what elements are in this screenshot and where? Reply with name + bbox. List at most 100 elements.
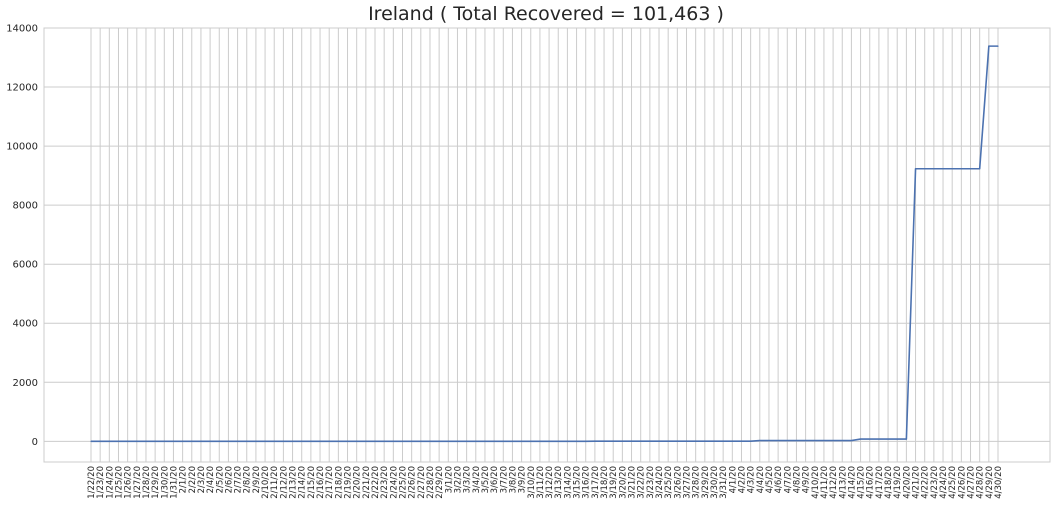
data-point bbox=[420, 440, 422, 442]
x-axis: 1/22/20 1/23/20 1/24/20 1/25/20 1/26/20 1/27/… bbox=[87, 466, 1004, 499]
x-tick-label: 3/21/20 bbox=[628, 466, 638, 499]
x-tick-label: 3/11/20 bbox=[536, 466, 546, 499]
data-point bbox=[887, 438, 889, 440]
x-tick-label: 4/30/20 bbox=[994, 466, 1004, 499]
data-point bbox=[264, 440, 266, 442]
x-tick-label: 1/31/20 bbox=[169, 466, 179, 499]
x-tick-label: 2/22/20 bbox=[371, 466, 381, 499]
x-tick-label: 2/15/20 bbox=[307, 466, 317, 499]
x-tick-label: 2/14/20 bbox=[298, 466, 308, 499]
x-tick-label: 3/16/20 bbox=[582, 466, 592, 499]
x-tick-label: 3/14/20 bbox=[563, 466, 573, 499]
x-tick-label: 3/23/20 bbox=[646, 466, 656, 499]
data-point bbox=[163, 440, 165, 442]
data-point bbox=[850, 439, 853, 442]
data-point bbox=[447, 440, 449, 442]
y-tick-label: 4000 bbox=[13, 319, 38, 330]
data-point bbox=[236, 440, 239, 442]
series-line bbox=[91, 45, 998, 443]
x-tick-label: 4/23/20 bbox=[930, 466, 940, 499]
data-point bbox=[859, 438, 862, 440]
x-tick-label: 4/2/20 bbox=[737, 466, 747, 493]
x-tick-label: 1/22/20 bbox=[87, 466, 97, 499]
data-point bbox=[896, 438, 898, 440]
data-point bbox=[585, 440, 587, 442]
y-tick-label: 14000 bbox=[6, 24, 38, 35]
data-point bbox=[695, 440, 697, 442]
data-point bbox=[383, 440, 385, 442]
data-point bbox=[182, 440, 184, 442]
data-point bbox=[759, 439, 761, 442]
x-tick-label: 2/20/20 bbox=[353, 466, 363, 499]
y-tick-label: 10000 bbox=[6, 142, 38, 153]
data-point bbox=[172, 440, 175, 442]
data-point bbox=[979, 168, 981, 170]
x-tick-label: 2/3/20 bbox=[197, 466, 207, 493]
x-tick-label: 4/26/20 bbox=[957, 466, 967, 499]
x-tick-label: 3/30/20 bbox=[710, 466, 720, 499]
x-tick-label: 3/24/20 bbox=[655, 466, 665, 499]
data-point bbox=[401, 440, 404, 442]
data-point bbox=[640, 440, 642, 442]
x-tick-label: 2/9/20 bbox=[252, 466, 262, 493]
data-point bbox=[649, 440, 651, 442]
x-tick-label: 2/18/20 bbox=[334, 466, 344, 499]
x-tick-label: 4/17/20 bbox=[875, 466, 885, 499]
data-point bbox=[438, 440, 440, 442]
data-point bbox=[594, 440, 596, 442]
data-point bbox=[154, 440, 156, 442]
x-tick-label: 3/1/20 bbox=[444, 466, 454, 493]
x-tick-label: 4/20/20 bbox=[902, 466, 912, 499]
data-point bbox=[969, 168, 972, 170]
x-tick-label: 1/27/20 bbox=[133, 466, 143, 499]
data-point bbox=[750, 440, 752, 442]
data-point bbox=[209, 440, 211, 442]
data-point bbox=[255, 440, 257, 442]
data-point bbox=[301, 440, 303, 442]
x-tick-label: 4/9/20 bbox=[802, 466, 812, 493]
x-tick-label: 4/10/20 bbox=[811, 466, 821, 499]
data-point bbox=[557, 440, 559, 442]
x-tick-label: 3/4/20 bbox=[472, 466, 482, 493]
data-point bbox=[328, 440, 330, 442]
data-point bbox=[768, 439, 770, 442]
data-point bbox=[530, 440, 532, 442]
data-point bbox=[108, 440, 110, 442]
x-tick-label: 2/4/20 bbox=[206, 466, 216, 493]
data-point bbox=[218, 440, 220, 442]
x-tick-label: 4/24/20 bbox=[939, 466, 949, 499]
data-point bbox=[520, 440, 523, 442]
data-point bbox=[731, 440, 733, 442]
data-point bbox=[466, 440, 468, 442]
data-point bbox=[392, 440, 394, 442]
data-point bbox=[667, 440, 669, 442]
x-tick-label: 1/29/20 bbox=[151, 466, 161, 499]
data-point bbox=[539, 440, 541, 442]
data-point bbox=[869, 438, 871, 440]
x-tick-label: 3/9/20 bbox=[518, 466, 528, 493]
x-tick-label: 3/20/20 bbox=[618, 466, 628, 499]
x-tick-label: 2/6/20 bbox=[224, 466, 234, 493]
x-tick-label: 3/5/20 bbox=[481, 466, 491, 493]
data-point bbox=[603, 440, 605, 442]
x-tick-label: 4/29/20 bbox=[985, 466, 995, 499]
x-tick-label: 4/13/20 bbox=[838, 466, 848, 499]
x-tick-label: 3/27/20 bbox=[683, 466, 693, 499]
data-point bbox=[566, 440, 569, 442]
data-point bbox=[795, 439, 798, 442]
y-tick-label: 0 bbox=[32, 437, 38, 448]
data-point bbox=[356, 440, 358, 442]
x-tick-label: 3/18/20 bbox=[600, 466, 610, 499]
data-point bbox=[511, 440, 514, 442]
x-tick-label: 4/21/20 bbox=[912, 466, 922, 499]
x-tick-label: 2/16/20 bbox=[316, 466, 326, 499]
x-tick-label: 1/23/20 bbox=[96, 466, 106, 499]
x-tick-label: 2/28/20 bbox=[426, 466, 436, 499]
x-tick-label: 3/19/20 bbox=[609, 466, 619, 499]
data-point bbox=[575, 440, 578, 442]
data-point bbox=[786, 439, 788, 442]
series-layer bbox=[90, 45, 999, 443]
data-point bbox=[676, 440, 678, 442]
data-point bbox=[319, 440, 321, 442]
